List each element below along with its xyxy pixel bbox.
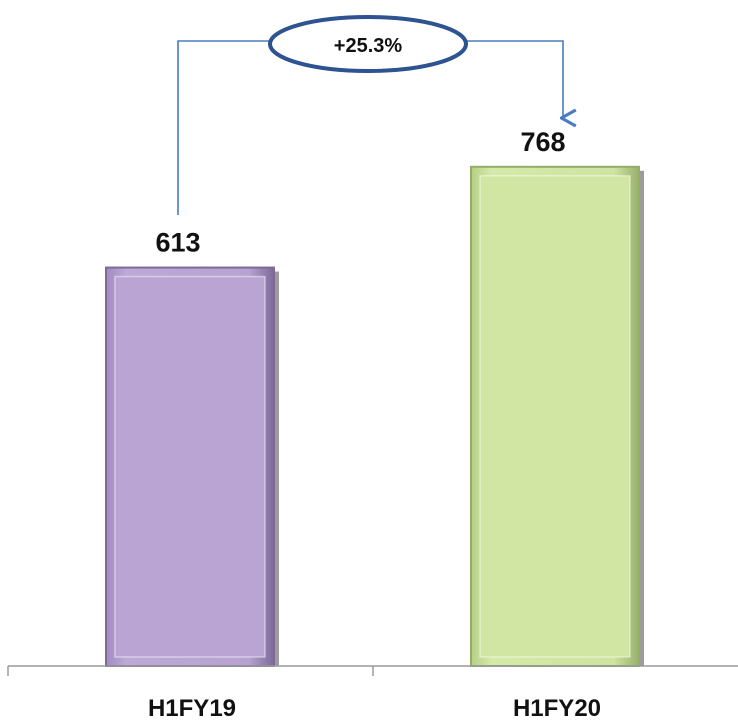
x-tick-label-h1fy19: H1FY19	[148, 695, 236, 722]
data-label-h1fy19: 613	[155, 228, 200, 258]
bar-bevel	[479, 175, 631, 658]
x-tick-label-h1fy20: H1FY20	[513, 695, 601, 722]
growth-connector-line	[177, 40, 563, 215]
growth-annotation-text: +25.3%	[334, 35, 403, 57]
growth-annotation-oval	[268, 15, 468, 73]
bar-bevel	[114, 275, 266, 658]
bars-layer: 613 H1FY19 768 H1FY20	[105, 127, 644, 722]
data-label-h1fy20: 768	[520, 127, 565, 157]
